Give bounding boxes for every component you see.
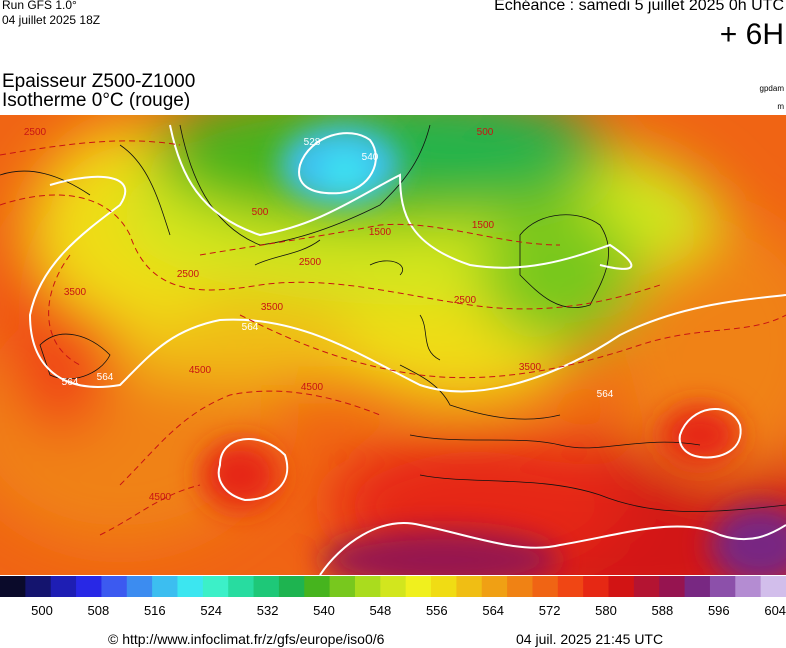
colorbar-swatch xyxy=(608,576,635,597)
contour-label: 564 xyxy=(97,372,114,383)
footer-date: 04 juil. 2025 21:45 UTC xyxy=(516,631,664,647)
contour-label: 500 xyxy=(252,207,269,218)
unit-gpdam: gpdam xyxy=(759,84,784,93)
colorbar: 500 508 516 524 532 540 548 556 564 572 580 588 596 6… xyxy=(0,576,786,618)
thickness-contours xyxy=(28,124,786,575)
colorbar-swatch xyxy=(0,576,26,597)
colorbar-swatch xyxy=(557,576,584,597)
colorbar-swatch xyxy=(583,576,610,597)
contour-label: 564 xyxy=(597,389,614,400)
contour-label: 564 xyxy=(62,377,79,388)
colorbar-swatch xyxy=(101,576,128,597)
colorbar-label: 588 xyxy=(652,603,674,618)
colorbar-label: 508 xyxy=(88,603,110,618)
colorbar-label: 500 xyxy=(31,603,53,618)
contour-label: 500 xyxy=(477,127,494,138)
colorbar-swatch xyxy=(25,576,52,597)
coastlines xyxy=(0,124,786,512)
contour-label: 2500 xyxy=(177,269,200,280)
contour-label: 4500 xyxy=(149,492,172,503)
colorbar-swatch xyxy=(659,576,686,597)
thickness-field xyxy=(0,115,786,575)
colorbar-swatch xyxy=(354,576,381,597)
contour-label: 2500 xyxy=(24,127,47,138)
colorbar-swatch xyxy=(304,576,331,597)
colorbar-label: 532 xyxy=(257,603,279,618)
lead-time: + 6H xyxy=(719,18,784,51)
map-subtitle: Isotherme 0°C (rouge) xyxy=(2,90,191,111)
colorbar-swatch xyxy=(507,576,533,597)
colorbar-swatch xyxy=(760,576,786,597)
colorbar-swatch xyxy=(228,576,255,597)
colorbar-swatch xyxy=(152,576,178,597)
colorbar-swatch xyxy=(50,576,77,597)
isotherm-contours xyxy=(0,140,786,536)
map: 528 540 564 564 564 564 2500 3500 4500 1500 500 250… xyxy=(0,115,786,575)
colorbar-swatch xyxy=(76,576,102,597)
colorbar-swatch xyxy=(481,576,508,597)
contour-label: 3500 xyxy=(64,287,87,298)
valid-time: Echéance : samedi 5 juillet 2025 0h UTC xyxy=(494,0,784,14)
contour-label: 1500 xyxy=(369,227,392,238)
contour-label: 4500 xyxy=(189,365,212,376)
colorbar-label: 548 xyxy=(370,603,392,618)
colorbar-swatch xyxy=(532,576,559,597)
colorbar-swatch xyxy=(684,576,711,597)
colorbar-swatch xyxy=(278,576,305,597)
contour-label: 3500 xyxy=(261,302,284,313)
colorbar-swatch xyxy=(709,576,736,597)
colorbar-label: 596 xyxy=(708,603,730,618)
colorbar-swatch xyxy=(380,576,407,597)
contour-label: 564 xyxy=(242,322,259,333)
colorbar-swatch xyxy=(202,576,229,597)
colorbar-swatch xyxy=(126,576,153,597)
colorbar-label: 524 xyxy=(200,603,222,618)
contour-label: 2500 xyxy=(454,295,477,306)
unit-m: m xyxy=(777,102,784,111)
contour-label: 528 xyxy=(304,137,321,148)
colorbar-swatch xyxy=(431,576,457,597)
colorbar-swatch xyxy=(456,576,483,597)
footer-source: © http://www.infoclimat.fr/z/gfs/europe/… xyxy=(108,631,385,647)
colorbar-swatch xyxy=(329,576,356,597)
colorbar-label: 580 xyxy=(595,603,617,618)
map-title: Epaisseur Z500-Z1000 xyxy=(2,71,196,92)
colorbar-label: 540 xyxy=(313,603,335,618)
contour-label: 1500 xyxy=(472,220,495,231)
colorbar-swatch xyxy=(735,576,762,597)
contour-label: 3500 xyxy=(519,362,542,373)
contour-label: 540 xyxy=(362,152,379,163)
colorbar-swatch xyxy=(405,576,432,597)
colorbar-swatch xyxy=(177,576,204,597)
colorbar-label: 572 xyxy=(539,603,561,618)
run-label: Run GFS 1.0° xyxy=(2,0,77,12)
contour-label: 4500 xyxy=(301,382,324,393)
colorbar-label: 604 xyxy=(764,603,786,618)
colorbar-label: 556 xyxy=(426,603,448,618)
contour-label: 2500 xyxy=(299,257,322,268)
colorbar-label: 564 xyxy=(482,603,504,618)
colorbar-label: 516 xyxy=(144,603,166,618)
colorbar-swatch xyxy=(253,576,280,597)
colorbar-swatch xyxy=(633,576,660,597)
run-date: 04 juillet 2025 18Z xyxy=(2,13,101,27)
